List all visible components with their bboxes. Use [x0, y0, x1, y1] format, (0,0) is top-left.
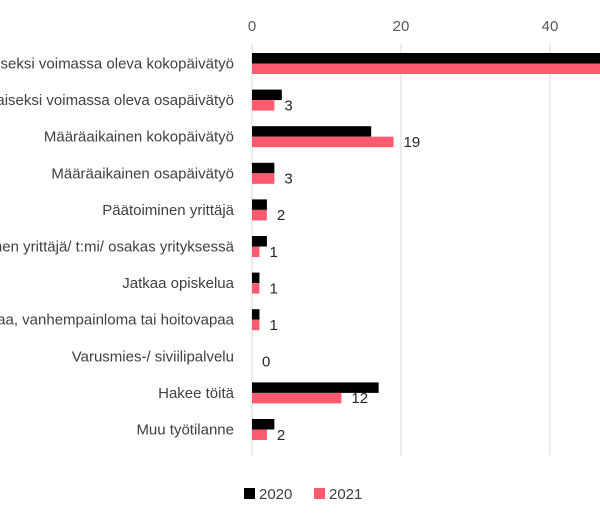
legend-swatch-2021 [314, 488, 325, 499]
category-label: Toistaiseksi voimassa oleva osapäivätyö [0, 92, 234, 109]
bar-2020 [252, 382, 379, 393]
data-label: 2 [277, 427, 285, 444]
bar-2020 [252, 199, 267, 210]
category-label: Perhevapaa, vanhempainloma tai hoitovapa… [0, 312, 235, 329]
bar-2021 [252, 283, 260, 294]
x-tick-label: 20 [393, 18, 410, 35]
data-label: 3 [284, 97, 292, 114]
category-label: Hakee töitä [158, 385, 235, 402]
bar-2020 [252, 272, 260, 284]
bar-2021 [252, 63, 600, 74]
bar-2020 [252, 309, 260, 320]
category-label: Varusmies-/ siviilipalvelu [72, 348, 234, 365]
x-tick-label: 0 [248, 18, 256, 35]
legend: 2020 2021 [244, 486, 362, 503]
category-label: Toistaiseksi voimassa oleva kokopäivätyö [0, 56, 234, 73]
category-label: Muu työtilanne [136, 422, 234, 439]
data-label: 1 [269, 317, 277, 334]
legend-swatch-2020 [244, 488, 255, 499]
x-tick-label: 40 [542, 18, 559, 35]
bar-2020 [252, 53, 600, 64]
bar-2021 [252, 246, 260, 257]
data-label: 19 [404, 134, 421, 151]
data-labels: 3 19 3 2 1 1 1 0 12 2 [262, 97, 420, 443]
category-label: Jatkaa opiskelua [122, 275, 234, 292]
bar-2021 [252, 173, 275, 184]
bar-2020 [252, 89, 282, 101]
data-label: 1 [269, 244, 277, 261]
category-label: Määräaikainen kokopäivätyö [44, 129, 234, 146]
bar-2021 [252, 429, 267, 440]
tick-labels: 0 20 40 [248, 18, 559, 35]
data-label: 2 [277, 207, 285, 224]
category-label: Määräaikainen osapäivätyö [51, 165, 234, 182]
bar-2021 [252, 136, 394, 148]
data-label: 0 [262, 354, 270, 371]
bar-2020 [252, 126, 372, 137]
bar-2020 [252, 419, 275, 430]
data-label: 3 [284, 171, 292, 188]
legend-label-2021: 2021 [329, 486, 362, 503]
category-labels: Toistaiseksi voimassa oleva kokopäivätyö… [0, 56, 235, 439]
bars-group [252, 53, 600, 440]
bar-2020 [252, 162, 275, 174]
category-label: Sivutoiminen yrittäjä/ t:mi/ osakas yrit… [0, 239, 235, 256]
legend-label-2020: 2020 [259, 486, 292, 503]
data-label: 1 [269, 280, 277, 297]
bar-2021 [252, 392, 342, 404]
data-label: 12 [351, 390, 368, 407]
bar-2021 [252, 100, 275, 111]
bar-2020 [252, 236, 267, 247]
bar-2021 [252, 319, 260, 331]
category-label: Päätoiminen yrittäjä [102, 202, 234, 219]
bar-2021 [252, 209, 267, 221]
